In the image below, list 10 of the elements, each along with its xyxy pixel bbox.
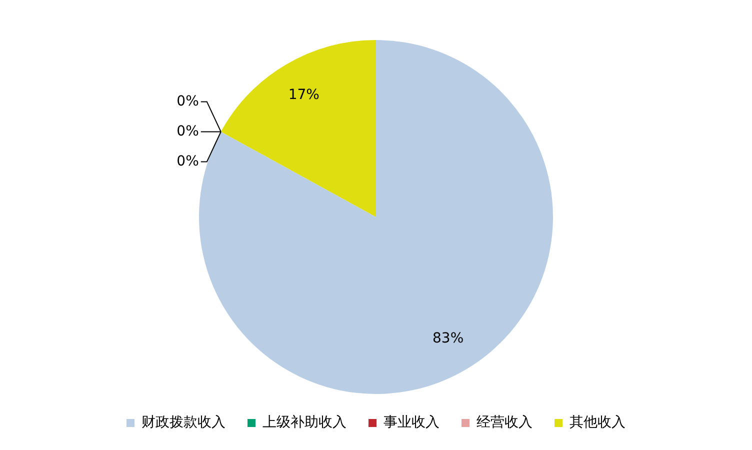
legend-label: 其他收入 — [570, 414, 626, 431]
data-label: 83% — [432, 330, 464, 347]
text: 0% — [176, 153, 199, 170]
text: 0% — [176, 93, 199, 110]
legend-label: 经营收入 — [476, 414, 532, 431]
legend-label: 上级补助收入 — [262, 414, 346, 431]
legend-label: 财政拨款收入 — [142, 414, 226, 431]
legend-label: 事业收入 — [384, 414, 440, 431]
text: 0% — [176, 123, 199, 140]
data-label: 17% — [288, 86, 320, 103]
